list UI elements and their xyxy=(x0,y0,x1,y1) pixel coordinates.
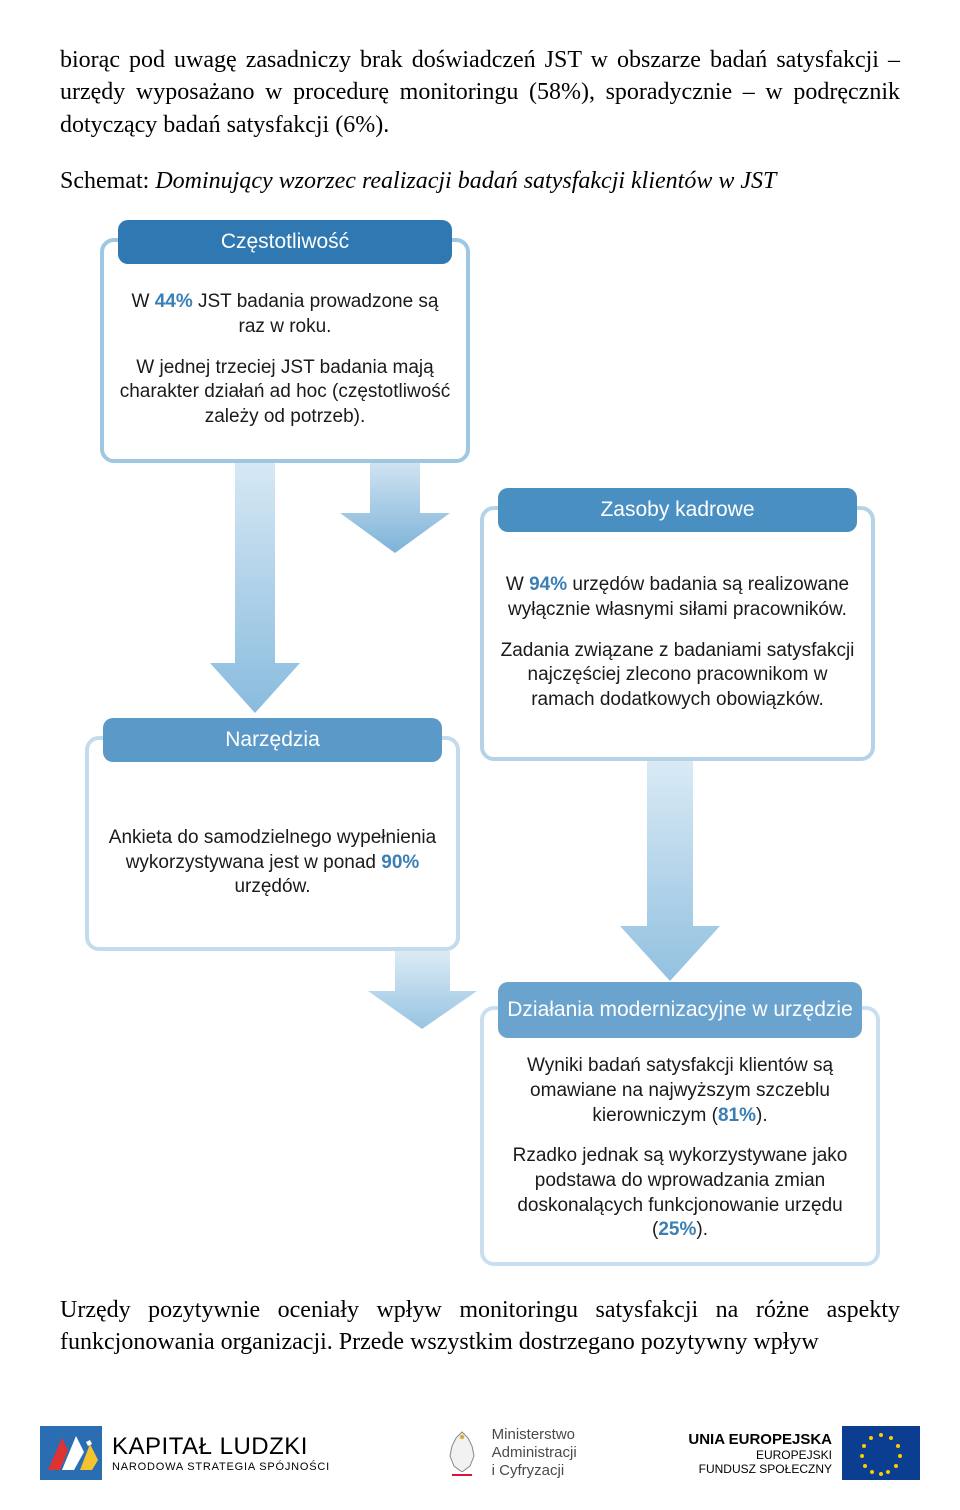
box1-p2: W jednej trzeciej JST badania mają chara… xyxy=(118,356,452,430)
kl-subtitle: NARODOWA STRATEGIA SPÓJNOŚCI xyxy=(112,1461,330,1473)
arrow-2-icon xyxy=(205,463,305,713)
diagram-container: Częstotliwość W 44% JST badania prowadzo… xyxy=(60,216,900,1276)
box2-p1: W 94% urzędów badania są realizowane wył… xyxy=(498,573,857,622)
box-body: W 94% urzędów badania są realizowane wył… xyxy=(494,540,861,747)
outro-paragraph: Urzędy pozytywnie oceniały wpływ monitor… xyxy=(60,1294,900,1359)
schemat-label: Schemat: xyxy=(60,168,155,194)
arrow-4-icon xyxy=(365,951,480,1029)
arrow-3-icon xyxy=(615,761,725,981)
box-header: Zasoby kadrowe xyxy=(498,488,857,532)
footer: KAPITAŁ LUDZKI NARODOWA STRATEGIA SPÓJNO… xyxy=(0,1402,960,1510)
schemat-title: Dominujący wzorzec realizacji badań saty… xyxy=(155,168,776,194)
ministerstwo-text: Ministerstwo Administracji i Cyfryzacji xyxy=(492,1426,577,1480)
footer-kapital-ludzki: KAPITAŁ LUDZKI NARODOWA STRATEGIA SPÓJNO… xyxy=(40,1426,330,1480)
eu-sub2: FUNDUSZ SPOŁECZNY xyxy=(699,1462,832,1476)
box-zasoby-kadrowe: Zasoby kadrowe W 94% urzędów badania są … xyxy=(480,506,875,761)
footer-unia-europejska: UNIA EUROPEJSKA EUROPEJSKI FUNDUSZ SPOŁE… xyxy=(688,1426,920,1480)
intro-paragraph: biorąc pod uwagę zasadniczy brak doświad… xyxy=(60,44,900,141)
schemat-line: Schemat: Dominujący wzorzec realizacji b… xyxy=(60,165,900,197)
box-body: W 44% JST badania prowadzone są raz w ro… xyxy=(114,272,456,449)
box-header: Częstotliwość xyxy=(118,220,452,264)
box-header: Działania modernizacyjne w urzędzie xyxy=(498,982,862,1038)
kl-title: KAPITAŁ LUDZKI xyxy=(112,1433,330,1461)
box2-p2: Zadania związane z badaniami satysfakcji… xyxy=(498,639,857,713)
box-narzedzia: Narzędzia Ankieta do samodzielnego wypeł… xyxy=(85,736,460,951)
box-czestotliwosc: Częstotliwość W 44% JST badania prowadzo… xyxy=(100,238,470,463)
eu-title: UNIA EUROPEJSKA xyxy=(688,1431,832,1448)
arrow-1-icon xyxy=(330,463,460,553)
box4-p2: Rzadko jednak są wykorzystywane jako pod… xyxy=(498,1144,862,1243)
box-body: Wyniki badań satysfakcji klientów są oma… xyxy=(494,1046,866,1252)
box-body: Ankieta do samodzielnego wypełnienia wyk… xyxy=(99,790,446,937)
box-dzialania-modernizacyjne: Działania modernizacyjne w urzędzie Wyni… xyxy=(480,1006,880,1266)
box1-p1: W 44% JST badania prowadzone są raz w ro… xyxy=(118,290,452,339)
box3-p1: Ankieta do samodzielnego wypełnienia wyk… xyxy=(103,826,442,900)
kapital-ludzki-logo-icon xyxy=(40,1426,102,1480)
box-header: Narzędzia xyxy=(103,718,442,762)
eagle-emblem-icon xyxy=(442,1428,482,1478)
footer-ministerstwo: Ministerstwo Administracji i Cyfryzacji xyxy=(442,1426,577,1480)
eu-sub1: EUROPEJSKI xyxy=(756,1448,832,1462)
eu-flag-icon xyxy=(842,1426,920,1480)
box4-p1: Wyniki badań satysfakcji klientów są oma… xyxy=(498,1054,862,1128)
